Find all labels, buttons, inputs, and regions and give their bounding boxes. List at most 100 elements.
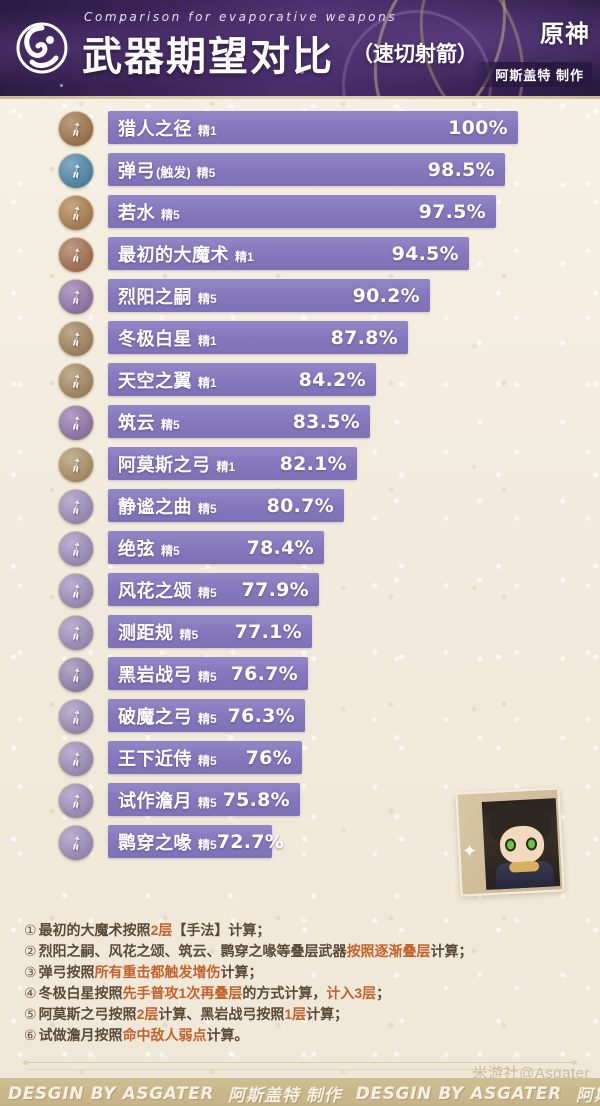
refinement-level: 精5 — [198, 291, 217, 306]
footnote-text: ； — [376, 985, 391, 1001]
footnote-text: 阿莫斯之弓按照 — [38, 1006, 137, 1022]
weapon-glyph: ➶ — [63, 325, 90, 354]
weapon-name: 天空之翼 — [118, 370, 192, 391]
footnote-item: ② 烈阳之嗣、风花之颂、筑云、鹮穿之喙等叠层武器按照逐渐叠层计算； — [24, 941, 584, 962]
divider-dot-right — [572, 1060, 577, 1065]
chart-row: ➶ 试作澹月 精5 75.8% — [0, 780, 600, 822]
bar-label: 天空之翼 精1 — [118, 367, 217, 393]
bar-value: 77.9% — [241, 578, 309, 601]
footnote-text: 的方式计算， — [242, 985, 327, 1001]
bow-song-of-stillness-icon: ➶ — [58, 489, 94, 525]
bow-prototype-crescent-icon: ➶ — [58, 783, 94, 819]
refinement-level: 精5 — [161, 543, 180, 558]
footer-strip-text: DESGIN BY ASGATER — [8, 1083, 215, 1104]
chart-row: ➶ 静谧之曲 精5 80.7% — [0, 486, 600, 528]
footnote-text: 冬极白星按照 — [38, 985, 123, 1001]
bar: 若水 精5 97.5% — [108, 195, 496, 228]
bar: 筑云 精5 83.5% — [108, 405, 370, 438]
weapon-glyph: ➶ — [63, 157, 90, 186]
footnote-text: 计入3层 — [326, 985, 377, 1001]
divider-line-2 — [26, 1069, 574, 1070]
footer-strip-text: DESGIN BY ASGATER — [355, 1083, 562, 1104]
bow-kings-squire-icon: ➶ — [58, 741, 94, 777]
bar: 王下近侍 精5 76% — [108, 741, 302, 774]
bar: 阿莫斯之弓 精1 82.1% — [108, 447, 357, 480]
bow-slingshot-icon: ➶ — [58, 153, 94, 189]
bar-label: 弹弓 (触发) 精5 — [118, 157, 215, 183]
refinement-level: 精1 — [216, 459, 236, 474]
bar: 猎人之径 精1 100% — [108, 111, 518, 144]
weapon-glyph: ➶ — [63, 367, 90, 396]
footer-strip-items: DESGIN BY ASGATER 阿斯盖特 制作 DESGIN BY ASGATE… — [8, 1081, 600, 1106]
chart-row: ➶ 烈阳之嗣 精5 90.2% — [0, 276, 600, 318]
bar: 静谧之曲 精5 80.7% — [108, 489, 344, 522]
chart-row: ➶ 筑云 精5 83.5% — [0, 402, 600, 444]
weapon-comparison-chart: ➶ 猎人之径 精1 100% ➶ 弹弓 (触发) 精5 98.5% ➶ 若水 精5 97.5% ➶ 最初的大… — [0, 108, 600, 864]
bar-label: 筑云 精5 — [118, 409, 180, 435]
chibi-character-sticker: ✦ — [455, 787, 565, 897]
bar-value: 76.3% — [227, 704, 295, 727]
bar: 烈阳之嗣 精5 90.2% — [108, 279, 430, 312]
bar-value: 98.5% — [427, 158, 495, 181]
chart-row: ➶ 破魔之弓 精5 76.3% — [0, 696, 600, 738]
bar-label: 最初的大魔术 精1 — [118, 241, 254, 267]
sparkle-icon — [60, 84, 63, 87]
footnote-index: ① — [24, 922, 37, 938]
footnote-text: 计算、黑岩战弓按照 — [158, 1006, 285, 1022]
footnote-text: 2层 — [150, 922, 173, 938]
chart-row: ➶ 若水 精5 97.5% — [0, 192, 600, 234]
bar-value: 97.5% — [418, 200, 486, 223]
weapon-name: 黑岩战弓 — [118, 664, 192, 685]
footnote-index: ⑥ — [24, 1027, 37, 1043]
chibi-scarf — [508, 861, 540, 873]
footnote-item: ③ 弹弓按照所有重击都触发增伤计算； — [24, 962, 584, 983]
footnote-item: ④ 冬极白星按照先手普攻1次再叠层的方式计算，计入3层； — [24, 983, 584, 1004]
footnote-text: 计算； — [430, 943, 473, 959]
bar-label: 黑岩战弓 精5 — [118, 661, 217, 687]
refinement-level: 精1 — [198, 375, 217, 390]
weapon-glyph: ➶ — [63, 493, 90, 522]
bar-label: 阿莫斯之弓 精1 — [118, 451, 235, 477]
footnote-index: ② — [24, 943, 37, 959]
weapon-glyph: ➶ — [63, 535, 90, 564]
bar: 最初的大魔术 精1 94.5% — [108, 237, 469, 270]
bar-label: 猎人之径 精1 — [118, 115, 217, 141]
bar: 黑岩战弓 精5 76.7% — [108, 657, 308, 690]
refinement-level: 精1 — [198, 123, 217, 138]
footnote-text: 烈阳之嗣、风花之颂、筑云、鹮穿之喙等叠层武器 — [38, 943, 347, 959]
weapon-name: 阿莫斯之弓 — [118, 454, 211, 475]
bow-windblume-ode-icon: ➶ — [58, 573, 94, 609]
footnotes-list: ① 最初的大魔术按照2层【手法】计算； ② 烈阳之嗣、风花之颂、筑云、鹮穿之喙等叠层武… — [24, 920, 584, 1046]
watermark-text: 米游社@Asgater — [472, 1065, 590, 1082]
refinement-level: 精5 — [198, 753, 217, 768]
footer-strip-text: 阿斯盖特 制作 — [575, 1086, 600, 1105]
bar-label: 试作澹月 精5 — [118, 787, 217, 813]
header-credit: 阿斯盖特 制作 — [473, 62, 592, 87]
weapon-name: 风花之颂 — [118, 580, 192, 601]
weapon-name: 静谧之曲 — [118, 496, 192, 517]
footnote-text: 计算； — [220, 964, 263, 980]
bar: 破魔之弓 精5 76.3% — [108, 699, 305, 732]
refinement-level: 精5 — [198, 711, 217, 726]
bar: 冬极白星 精1 87.8% — [108, 321, 408, 354]
chart-row: ➶ 冬极白星 精1 87.8% — [0, 318, 600, 360]
weapon-name: 冬极白星 — [118, 328, 192, 349]
weapon-name-note: (触发) — [156, 164, 191, 180]
footnote-text: 弹弓按照 — [38, 964, 95, 980]
footnote-text: 试做澹月按照 — [38, 1027, 123, 1043]
footnote-text: 先手普攻1次再叠层 — [122, 985, 243, 1001]
bottom-divider — [23, 1060, 577, 1074]
bar-value: 90.2% — [352, 284, 420, 307]
bar: 弹弓 (触发) 精5 98.5% — [108, 153, 505, 186]
weapon-glyph: ➶ — [63, 241, 90, 270]
header-subtitle-en: Comparison for evaporative weapons — [84, 10, 398, 24]
chart-row: ➶ 猎人之径 精1 100% — [0, 108, 600, 150]
bar-value: 72.7% — [216, 830, 285, 853]
weapon-name: 弹弓 — [118, 160, 155, 181]
weapon-name: 鹮穿之喙 — [118, 832, 192, 853]
bow-amos-icon: ➶ — [58, 447, 94, 483]
sparkle-icon — [300, 70, 304, 74]
weapon-name: 王下近侍 — [118, 748, 192, 769]
weapon-glyph: ➶ — [63, 115, 90, 144]
footnote-text: 按照逐渐叠层 — [346, 943, 431, 959]
